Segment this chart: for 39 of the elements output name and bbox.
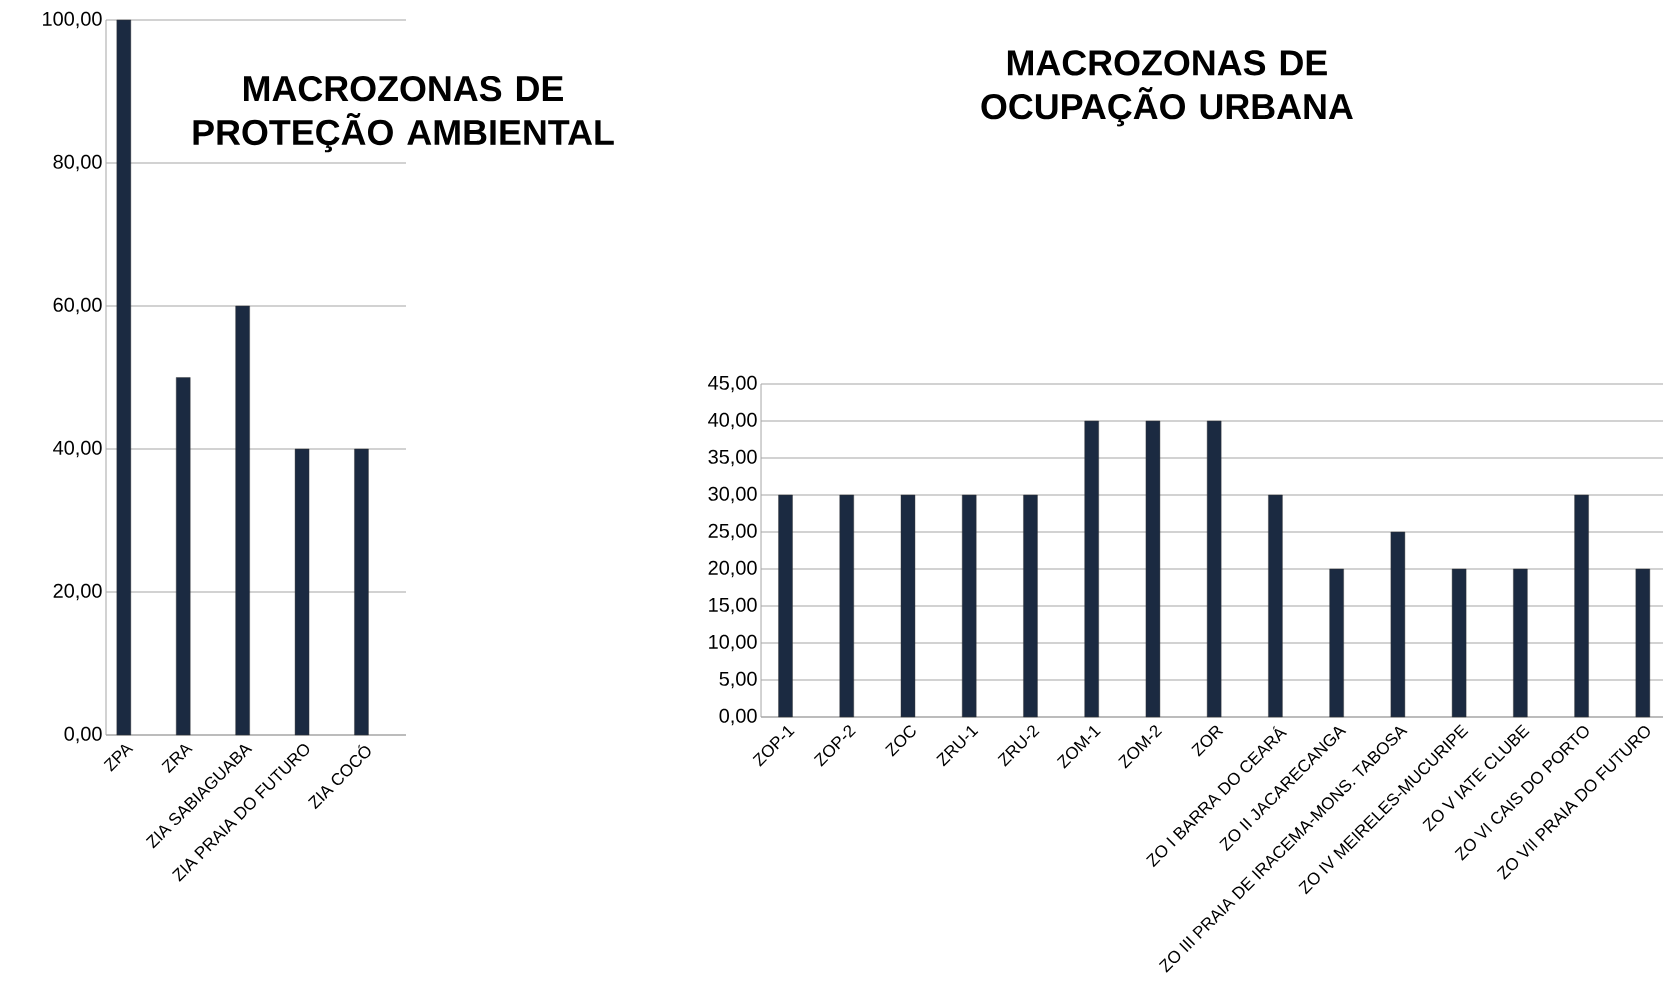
- y-tick-label: 10,00: [709, 634, 757, 652]
- bar: [1451, 568, 1467, 718]
- bar: [1206, 420, 1222, 718]
- bar: [354, 448, 369, 736]
- y-tick-label: 20,00: [708, 560, 757, 578]
- y-tick-label: 5,00: [719, 671, 757, 689]
- bar: [1574, 494, 1589, 718]
- bar: [900, 494, 916, 718]
- bar: [839, 494, 854, 718]
- x-tick-label: ZPA: [103, 744, 134, 772]
- y-tick-label: 30,00: [708, 486, 757, 504]
- y-tick-label: 0,00: [64, 726, 102, 744]
- bar: [1635, 568, 1651, 718]
- chart-title: MACROZONAS DE OCUPAÇÃO URBANA: [981, 50, 1353, 127]
- y-tick-label: 0,00: [719, 708, 757, 726]
- y-tick-label: 25,00: [708, 523, 757, 541]
- bar: [176, 377, 191, 736]
- y-tick-label: 35,00: [708, 449, 757, 467]
- y-tick-label: 45,00: [708, 375, 757, 393]
- bar: [235, 305, 250, 736]
- y-tick-label: 15,00: [709, 597, 757, 615]
- y-tick-label: 80,00: [53, 154, 102, 172]
- bar: [1329, 568, 1344, 718]
- bar: [116, 19, 132, 736]
- bar: [294, 448, 310, 736]
- y-tick-label: 40,00: [708, 412, 757, 430]
- bar: [1145, 420, 1161, 718]
- bar: [778, 494, 793, 718]
- bar: [1023, 494, 1038, 718]
- y-tick-label: 100,00: [43, 11, 102, 29]
- y-tick-label: 20,00: [53, 583, 102, 601]
- bar: [1268, 494, 1283, 718]
- y-tick-label: 40,00: [53, 440, 102, 458]
- bar: [1084, 420, 1099, 718]
- text: MACROZONAS DE PROTEÇÃO AMBIENTAL: [193, 75, 614, 153]
- y-tick-label: 60,00: [53, 297, 102, 315]
- bar: [962, 494, 977, 718]
- bar: [1513, 568, 1528, 718]
- bar: [1390, 531, 1406, 718]
